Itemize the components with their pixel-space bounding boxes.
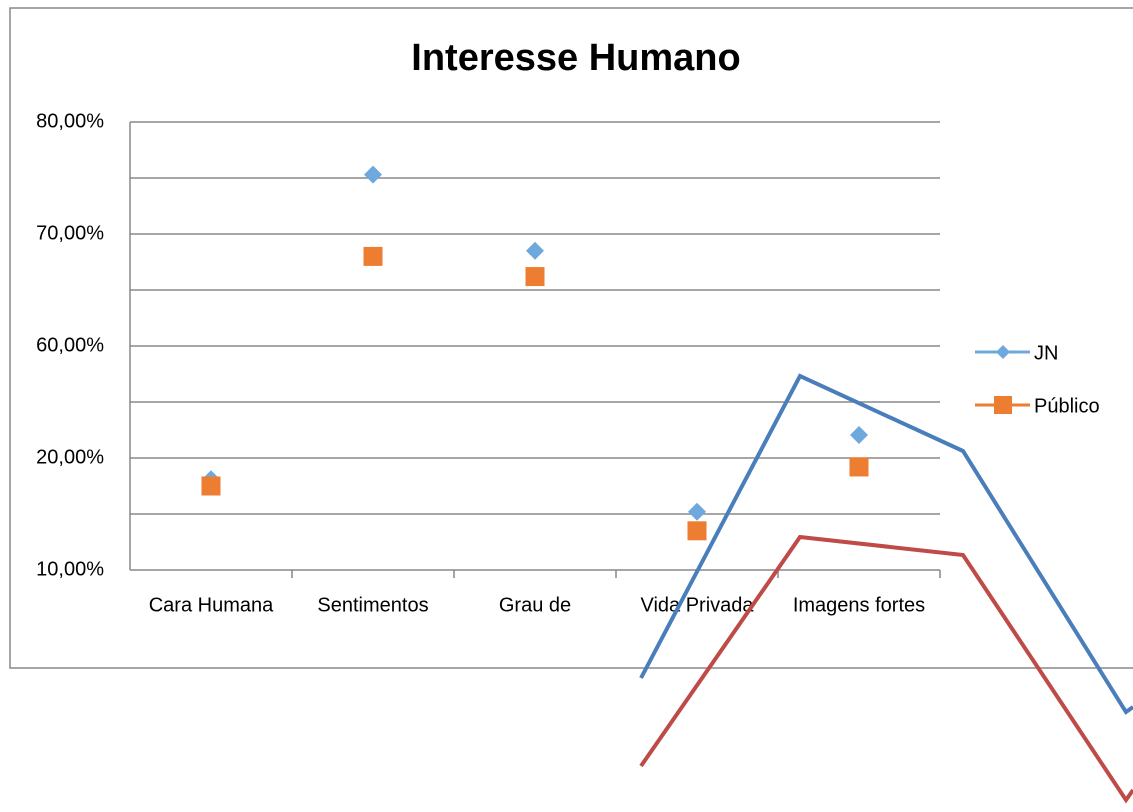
point xyxy=(364,165,382,184)
stray-line xyxy=(639,534,1133,804)
y-tick-label: 20,00% xyxy=(36,446,104,468)
point xyxy=(996,345,1010,359)
x-tick-label: Grau de xyxy=(499,594,571,616)
point xyxy=(526,241,544,260)
point xyxy=(688,502,706,521)
legend-label: JN xyxy=(1034,342,1058,364)
point xyxy=(525,267,545,287)
y-tick-label: 60,00% xyxy=(36,334,104,356)
x-tick-label: Sentimentos xyxy=(317,594,428,616)
chart-frame xyxy=(9,7,1133,669)
point xyxy=(201,476,221,496)
chart-title: Interesse Humano xyxy=(411,37,740,79)
point xyxy=(849,457,869,477)
legend-label: Público xyxy=(1034,395,1100,417)
stray-line xyxy=(639,373,1133,715)
y-tick-label: 70,00% xyxy=(36,222,104,244)
x-tick-label: Imagens fortes xyxy=(793,594,925,616)
point xyxy=(363,246,383,266)
y-tick-label: 80,00% xyxy=(36,110,104,132)
x-tick-label: Vida Privada xyxy=(640,594,754,616)
point xyxy=(994,396,1012,414)
y-tick-label: 10,00% xyxy=(36,558,104,580)
point xyxy=(850,426,868,445)
x-tick-label: Cara Humana xyxy=(149,594,274,616)
point xyxy=(687,521,707,541)
